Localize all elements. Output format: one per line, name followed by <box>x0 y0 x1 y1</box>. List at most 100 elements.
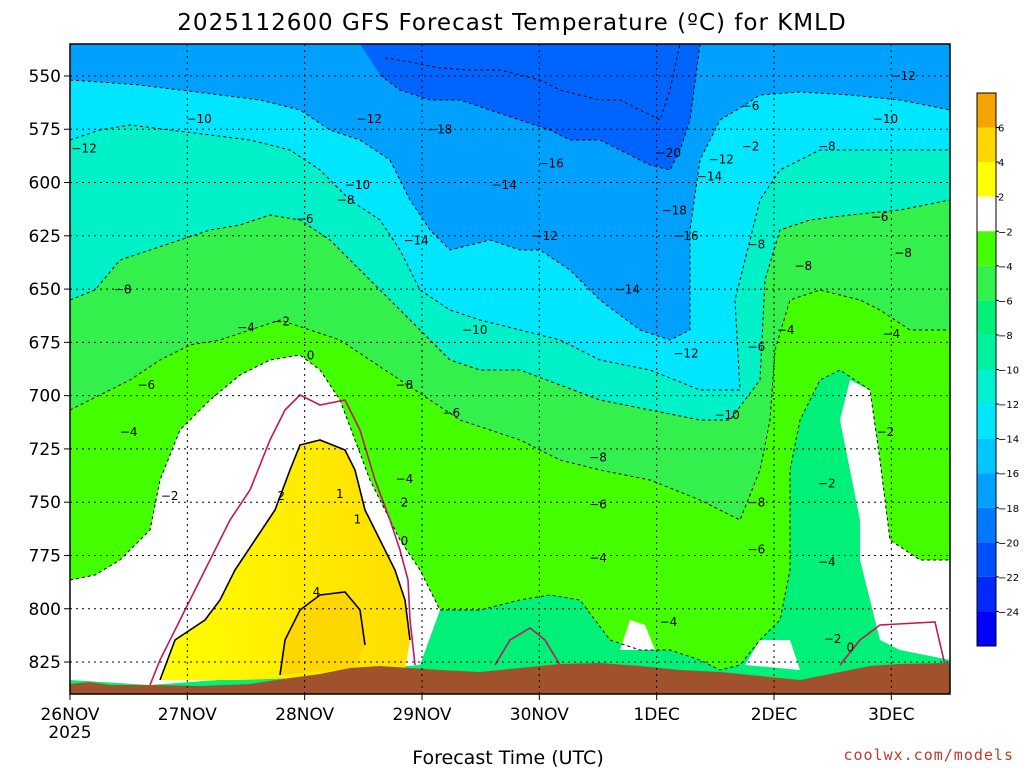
y-tick-label: 625 <box>29 227 61 247</box>
contour-label: −14 <box>697 169 722 183</box>
contour-label: 1 <box>354 513 362 527</box>
y-axis: 550 575 600 625 650 675 700 725 750 775 800 825 <box>29 67 70 673</box>
colorbar-label: −10 <box>998 366 1019 377</box>
y-tick-label: 675 <box>29 333 61 353</box>
x-axis: 26NOV 27NOV 28NOV 29NOV 30NOV 1DEC 2DEC 3DEC <box>40 694 915 725</box>
contour-label: −10 <box>462 323 487 337</box>
contour-label: −6 <box>871 210 889 224</box>
contour-label: −12 <box>709 152 734 166</box>
colorbar-label: −20 <box>998 538 1019 549</box>
contour-label: −4 <box>660 615 678 629</box>
y-tick-label: 650 <box>29 280 61 300</box>
contour-label: −8 <box>337 193 355 207</box>
x-tick-label: 2DEC <box>751 705 798 725</box>
y-tick-label: 600 <box>29 174 61 194</box>
x-axis-label: Forecast Time (UTC) <box>412 747 603 768</box>
contour-label: −2 <box>824 632 842 646</box>
contour-label: −4 <box>589 551 607 565</box>
contour-label: −12 <box>357 112 382 126</box>
y-tick-label: 725 <box>29 440 61 460</box>
contour-label: 0 <box>401 534 409 548</box>
contour-label: −6 <box>748 340 766 354</box>
contour-label: −6 <box>442 406 460 420</box>
contour-label: 1 <box>336 487 344 501</box>
band-orange-warm <box>280 592 365 675</box>
contour-label: −2 <box>877 425 895 439</box>
colorbar-label: −16 <box>998 469 1019 480</box>
contour-label: −12 <box>890 69 915 83</box>
x-tick-label: 29NOV <box>392 705 451 725</box>
contour-label: −10 <box>345 178 370 192</box>
contour-label: −8 <box>114 282 132 296</box>
colorbar-label: −24 <box>998 607 1019 618</box>
colorbar-swatch <box>977 265 996 301</box>
contour-label: −2 <box>272 314 290 328</box>
colorbar-swatch <box>977 231 996 266</box>
contour-label: −8 <box>894 246 912 260</box>
colorbar-swatch <box>977 542 996 577</box>
plot-area <box>70 44 950 694</box>
contour-label: −4 <box>818 555 836 569</box>
contour-label: −8 <box>748 238 766 252</box>
colorbar-label: −12 <box>998 400 1019 411</box>
colorbar-swatch <box>977 369 996 405</box>
contour-label: −16 <box>538 157 563 171</box>
contour-label: −2 <box>161 489 179 503</box>
isotherm-lines <box>70 44 950 671</box>
colorbar-swatch <box>977 93 996 128</box>
contour-label: −12 <box>673 346 698 360</box>
colorbar-label: −6 <box>998 296 1013 307</box>
grid <box>70 44 950 694</box>
contour-label: −18 <box>427 123 452 137</box>
contour-label: −14 <box>491 178 516 192</box>
colorbar-swatch <box>977 127 996 163</box>
contour-label: −4 <box>777 323 795 337</box>
contour-label: −16 <box>673 229 698 243</box>
chart-title: 2025112600 GFS Forecast Temperature (ºC)… <box>177 10 846 36</box>
contour-label: −4 <box>396 472 414 486</box>
y-tick-label: 575 <box>29 120 61 140</box>
contour-label: −10 <box>714 408 739 422</box>
contour-label: −18 <box>662 203 687 217</box>
x-tick-label: 27NOV <box>158 705 217 725</box>
colorbar-swatch <box>977 162 996 197</box>
colorbar-swatch <box>977 473 996 508</box>
contour-label: −6 <box>742 99 760 113</box>
colorbar-label: −18 <box>998 504 1019 515</box>
colorbar-swatch <box>977 196 996 232</box>
band-cyan <box>70 80 950 390</box>
y-tick-label: 750 <box>29 493 61 513</box>
band-white-patch <box>620 620 655 650</box>
x-tick-label: 30NOV <box>510 705 569 725</box>
contour-label: −8 <box>396 378 414 392</box>
credit-link[interactable]: coolwx.com/models <box>843 746 1014 764</box>
contour-label: −2 <box>818 476 836 490</box>
colorbar-label: −2 <box>998 227 1013 238</box>
freezing-lines <box>149 394 946 686</box>
contour-label: −14 <box>615 282 640 296</box>
contour-label: −12 <box>533 229 558 243</box>
contour-label: −8 <box>818 140 836 154</box>
contour-label: −2 <box>742 140 760 154</box>
y-tick-label: 775 <box>29 546 61 566</box>
colorbar-swatch <box>977 576 996 612</box>
contour-label: −4 <box>882 327 900 341</box>
x-tick-label: 3DEC <box>868 705 915 725</box>
colorbar-label: −4 <box>998 262 1013 273</box>
colorbar-swatch <box>977 300 996 335</box>
band-green-light <box>70 200 950 520</box>
contour-label: −8 <box>794 259 812 273</box>
contour-label: −6 <box>296 212 314 226</box>
contour-label: −8 <box>589 451 607 465</box>
band-white-right <box>840 380 950 660</box>
contour-label: 2 <box>401 495 409 509</box>
colorbar-label: −14 <box>998 435 1019 446</box>
contour-label: −6 <box>748 542 766 556</box>
contour-label: −12 <box>71 142 96 156</box>
colorbar-swatch <box>977 404 996 439</box>
contour-label: −8 <box>748 495 766 509</box>
y-tick-label: 800 <box>29 600 61 620</box>
y-tick-label: 700 <box>29 387 61 407</box>
plot-border <box>69 43 951 695</box>
